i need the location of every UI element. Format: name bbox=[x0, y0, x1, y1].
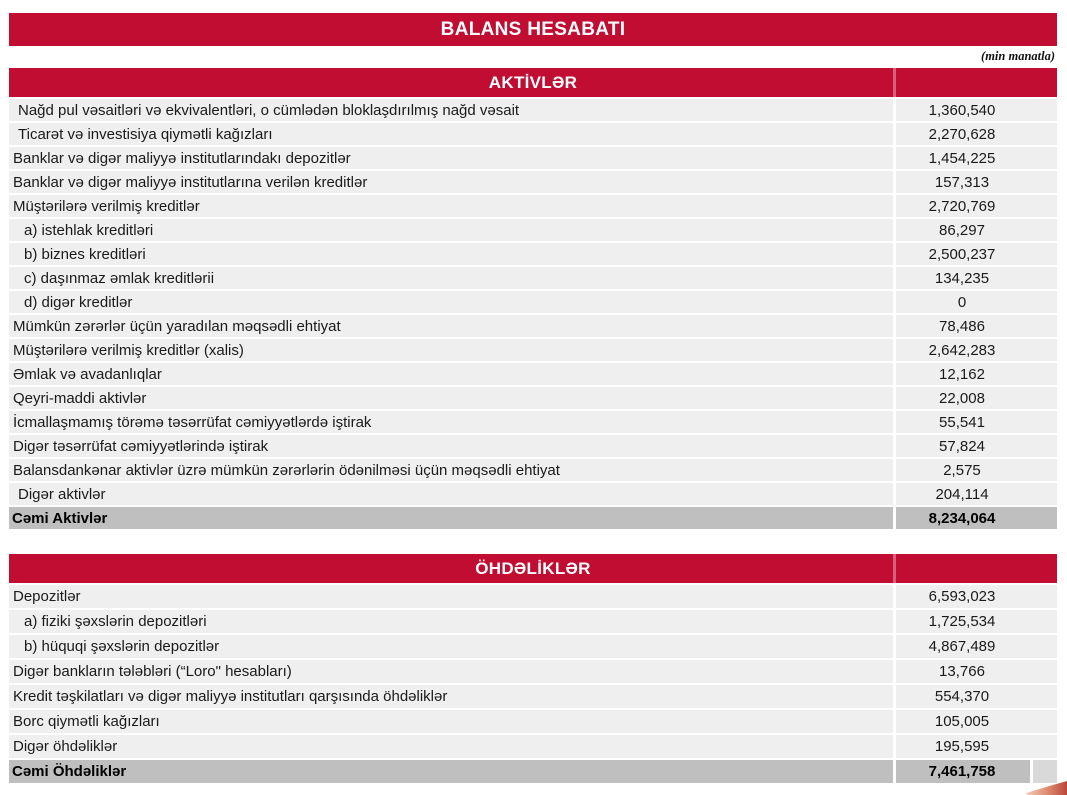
row-label-cell: Cəmi Aktivlər bbox=[9, 507, 893, 529]
assets-section-title: AKTİVLƏR bbox=[488, 72, 578, 92]
row-value-cell: 195,595 bbox=[896, 735, 1057, 758]
liabilities-section-header: ÖHDƏLİKLƏR bbox=[9, 554, 1057, 583]
row-label-cell: Müştərilərə verilmiş kreditlər bbox=[9, 195, 893, 217]
row-label-cell: Ticarət və investisiya qiymətli kağızlar… bbox=[9, 123, 893, 145]
row-label-cell: Cəmi Öhdəliklər bbox=[9, 760, 893, 783]
table-row: Depozitlər 6,593,023 bbox=[9, 585, 1057, 608]
row-label-cell: b) biznes kreditləri bbox=[9, 243, 893, 265]
row-label-cell: Qeyri-maddi aktivlər bbox=[9, 387, 893, 409]
corner-arrow-graphic-fragment bbox=[1025, 781, 1067, 795]
row-label-cell: Kredit təşkilatları və digər maliyyə ins… bbox=[9, 685, 893, 708]
row-label-cell: c) daşınmaz əmlak kreditlərii bbox=[9, 267, 893, 289]
row-value-cell: 12,162 bbox=[896, 363, 1057, 385]
row-value-cell: 1,725,534 bbox=[896, 610, 1057, 633]
row-value-cell: 4,867,489 bbox=[896, 635, 1057, 658]
table-row: Müştərilərə verilmiş kreditlər 2,720,769 bbox=[9, 195, 1057, 217]
table-row: Borc qiymətli kağızları 105,005 bbox=[9, 710, 1057, 733]
liabilities-section: ÖHDƏLİKLƏR Depozitlər 6,593,023 a) fizik… bbox=[9, 554, 1057, 783]
table-row: b) hüquqi şəxslərin depozitlər 4,867,489 bbox=[9, 635, 1057, 658]
row-value-cell: 1,454,225 bbox=[896, 147, 1057, 169]
row-value-cell: 2,500,237 bbox=[896, 243, 1057, 265]
assets-section: AKTİVLƏR Nağd pul vəsaitləri və ekvivale… bbox=[9, 68, 1057, 529]
table-row: Ticarət və investisiya qiymətli kağızlar… bbox=[9, 123, 1057, 145]
table-row: Mümkün zərərlər üçün yaradılan məqsədli … bbox=[9, 315, 1057, 337]
liabilities-section-title: ÖHDƏLİKLƏR bbox=[475, 558, 591, 578]
row-label-cell: Digər aktivlər bbox=[9, 483, 893, 505]
table-row: a) istehlak kreditləri 86,297 bbox=[9, 219, 1057, 241]
row-label-cell: a) istehlak kreditləri bbox=[9, 219, 893, 241]
row-value-cell: 2,270,628 bbox=[896, 123, 1057, 145]
row-label-cell: Müştərilərə verilmiş kreditlər (xalis) bbox=[9, 339, 893, 361]
table-row: Kredit təşkilatları və digər maliyyə ins… bbox=[9, 685, 1057, 708]
row-label-cell: Mümkün zərərlər üçün yaradılan məqsədli … bbox=[9, 315, 893, 337]
row-value-cell: 204,114 bbox=[896, 483, 1057, 505]
table-row: Əmlak və avadanlıqlar 12,162 bbox=[9, 363, 1057, 385]
table-row: Digər öhdəliklər 195,595 bbox=[9, 735, 1057, 758]
row-label-cell: Banklar və digər maliyyə institutlarına … bbox=[9, 171, 893, 193]
row-value-cell: 78,486 bbox=[896, 315, 1057, 337]
row-label-cell: Banklar və digər maliyyə institutlarında… bbox=[9, 147, 893, 169]
table-row: a) fiziki şəxslərin depozitləri 1,725,53… bbox=[9, 610, 1057, 633]
table-row: c) daşınmaz əmlak kreditlərii 134,235 bbox=[9, 267, 1057, 289]
row-value-cell: 2,642,283 bbox=[896, 339, 1057, 361]
table-row: Nağd pul vəsaitləri və ekvivalentləri, o… bbox=[9, 99, 1057, 121]
total-row: Cəmi Öhdəliklər 7,461,758 bbox=[9, 760, 1057, 783]
row-label-cell: Borc qiymətli kağızları bbox=[9, 710, 893, 733]
row-value-cell: 2,720,769 bbox=[896, 195, 1057, 217]
row-value-cell: 55,541 bbox=[896, 411, 1057, 433]
row-label-cell: Digər bankların tələbləri (“Loro" hesabl… bbox=[9, 660, 893, 683]
table-row: Banklar və digər maliyyə institutlarında… bbox=[9, 147, 1057, 169]
row-value-cell: 7,461,758 bbox=[896, 760, 1030, 783]
row-value-cell: 157,313 bbox=[896, 171, 1057, 193]
report-title: BALANS HESABATI bbox=[440, 18, 626, 40]
row-label-cell: Əmlak və avadanlıqlar bbox=[9, 363, 893, 385]
table-row: b) biznes kreditləri 2,500,237 bbox=[9, 243, 1057, 265]
row-label-cell: İcmallaşmamış törəmə təsərrüfat cəmiyyət… bbox=[9, 411, 893, 433]
total-row: Cəmi Aktivlər 8,234,064 bbox=[9, 507, 1057, 529]
table-row: Digər bankların tələbləri (“Loro" hesabl… bbox=[9, 660, 1057, 683]
report-title-bar: BALANS HESABATI bbox=[9, 13, 1057, 46]
table-row: Qeyri-maddi aktivlər 22,008 bbox=[9, 387, 1057, 409]
row-value-cell: 105,005 bbox=[896, 710, 1057, 733]
row-value-cell: 554,370 bbox=[896, 685, 1057, 708]
table-row: Müştərilərə verilmiş kreditlər (xalis) 2… bbox=[9, 339, 1057, 361]
table-row: Digər aktivlər 204,114 bbox=[9, 483, 1057, 505]
row-value-cell: 0 bbox=[896, 291, 1057, 313]
table-row: Banklar və digər maliyyə institutlarına … bbox=[9, 171, 1057, 193]
table-row: Digər təsərrüfat cəmiyyətlərində iştirak… bbox=[9, 435, 1057, 457]
unit-note: (min manatla) bbox=[981, 49, 1055, 63]
row-label-cell: Balansdankənar aktivlər üzrə mümkün zərə… bbox=[9, 459, 893, 481]
row-label-cell: Depozitlər bbox=[9, 585, 893, 608]
row-label-cell: b) hüquqi şəxslərin depozitlər bbox=[9, 635, 893, 658]
row-value-cell: 6,593,023 bbox=[896, 585, 1057, 608]
assets-section-header: AKTİVLƏR bbox=[9, 68, 1057, 97]
row-value-cell: 22,008 bbox=[896, 387, 1057, 409]
row-value-cell: 1,360,540 bbox=[896, 99, 1057, 121]
row-label-cell: a) fiziki şəxslərin depozitləri bbox=[9, 610, 893, 633]
row-value-cell: 8,234,064 bbox=[896, 507, 1057, 529]
row-value-cell: 13,766 bbox=[896, 660, 1057, 683]
row-value-cell: 86,297 bbox=[896, 219, 1057, 241]
row-value-cell: 2,575 bbox=[896, 459, 1057, 481]
table-row: d) digər kreditlər 0 bbox=[9, 291, 1057, 313]
row-label-cell: Nağd pul vəsaitləri və ekvivalentləri, o… bbox=[9, 99, 893, 121]
row-label-cell: d) digər kreditlər bbox=[9, 291, 893, 313]
row-label-cell: Digər öhdəliklər bbox=[9, 735, 893, 758]
row-value-cell: 57,824 bbox=[896, 435, 1057, 457]
row-label-cell: Digər təsərrüfat cəmiyyətlərində iştirak bbox=[9, 435, 893, 457]
row-value-cell: 134,235 bbox=[896, 267, 1057, 289]
table-row: Balansdankənar aktivlər üzrə mümkün zərə… bbox=[9, 459, 1057, 481]
table-row: İcmallaşmamış törəmə təsərrüfat cəmiyyət… bbox=[9, 411, 1057, 433]
